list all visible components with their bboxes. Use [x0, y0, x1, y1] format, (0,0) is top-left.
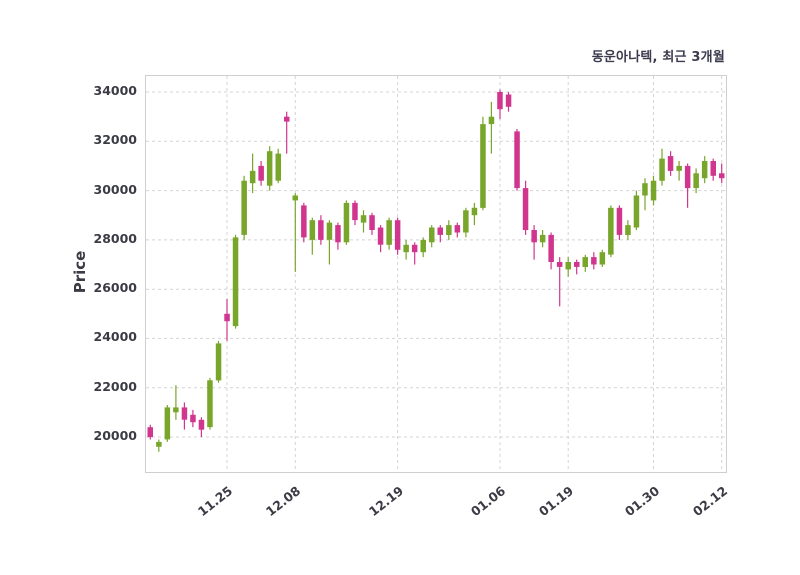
- candle-body: [249, 170, 256, 184]
- candle-body: [480, 124, 486, 208]
- candle-body: [684, 165, 691, 189]
- candle-body: [292, 195, 298, 201]
- candle-body: [548, 234, 554, 262]
- candle-body: [514, 131, 520, 189]
- candle-body: [599, 252, 606, 265]
- candle-body: [318, 220, 324, 240]
- x-tick-label: 01.30: [621, 483, 662, 520]
- candle-body: [181, 407, 188, 420]
- candle-body: [582, 257, 588, 267]
- candle-body: [454, 225, 461, 233]
- x-tick-label: 02.12: [689, 483, 730, 520]
- candle-body: [556, 262, 563, 267]
- y-tick-label: 20000: [93, 428, 138, 443]
- candle-body: [539, 234, 546, 243]
- candle-body: [659, 158, 665, 181]
- candle-body: [616, 207, 623, 235]
- candle-body: [411, 244, 418, 253]
- candle-body: [258, 165, 264, 181]
- candle-body: [394, 220, 401, 250]
- candle-body: [386, 220, 392, 245]
- candle-body: [667, 156, 674, 171]
- candle-body: [642, 183, 648, 196]
- y-tick-label: 32000: [93, 132, 138, 148]
- candle-body: [497, 92, 503, 110]
- candle-body: [633, 195, 640, 228]
- candle-body: [309, 220, 316, 240]
- y-tick-label: 22000: [93, 378, 138, 394]
- candle-body: [710, 161, 716, 176]
- candle-body: [488, 116, 495, 125]
- candle-body: [463, 210, 469, 233]
- candle-body: [343, 202, 350, 243]
- candle-body: [446, 225, 452, 235]
- candle-body: [608, 207, 614, 255]
- x-tick-label: 12.19: [365, 483, 406, 520]
- x-tick-label: 12.08: [263, 483, 304, 520]
- candle-body: [360, 215, 367, 223]
- candle-body: [505, 94, 512, 107]
- chart-title: 동운아나텍, 최근 3개월: [591, 50, 725, 65]
- candle-body: [693, 173, 699, 189]
- candle-body: [522, 188, 529, 230]
- x-tick-label: 01.19: [536, 483, 577, 520]
- candle-body: [437, 227, 443, 235]
- candle-body: [173, 407, 179, 413]
- y-tick-label: 26000: [93, 280, 138, 296]
- candle-body: [147, 427, 153, 438]
- candle-body: [565, 262, 571, 270]
- candle-body: [207, 380, 213, 428]
- candle-body: [429, 227, 435, 243]
- candle-body: [266, 151, 273, 186]
- y-tick-label: 30000: [93, 181, 138, 197]
- candle-body: [719, 173, 725, 179]
- candle-body: [335, 225, 341, 243]
- y-tick-label: 34000: [93, 83, 138, 99]
- candle-body: [625, 225, 631, 235]
- candle-body: [156, 441, 162, 447]
- y-tick-label: 28000: [93, 230, 138, 246]
- candle-body: [232, 237, 239, 327]
- candle-body: [284, 116, 290, 122]
- x-tick-label: 11.25: [194, 483, 236, 520]
- plot-area: [145, 75, 727, 473]
- candle-body: [352, 202, 358, 221]
- candle-body: [377, 227, 384, 245]
- candle-body: [275, 153, 281, 181]
- candle-body: [326, 222, 333, 240]
- candle-body: [650, 180, 657, 201]
- candle-body: [531, 230, 537, 243]
- candle-body: [403, 244, 409, 253]
- y-tick-label: 24000: [93, 329, 138, 345]
- candle-body: [241, 180, 247, 235]
- candle-body: [420, 239, 426, 253]
- candle-body: [369, 215, 375, 230]
- candle-body: [164, 407, 171, 440]
- candle-body: [574, 262, 580, 267]
- x-tick-label: 01.06: [467, 483, 509, 520]
- candle-body: [215, 343, 222, 381]
- candle-body: [190, 414, 196, 423]
- candle-body: [198, 419, 205, 430]
- candle-body: [591, 257, 597, 265]
- candle-body: [224, 313, 230, 322]
- candle-body: [301, 205, 307, 238]
- candle-body: [701, 161, 708, 179]
- candle-body: [471, 207, 478, 216]
- candle-body: [676, 165, 682, 171]
